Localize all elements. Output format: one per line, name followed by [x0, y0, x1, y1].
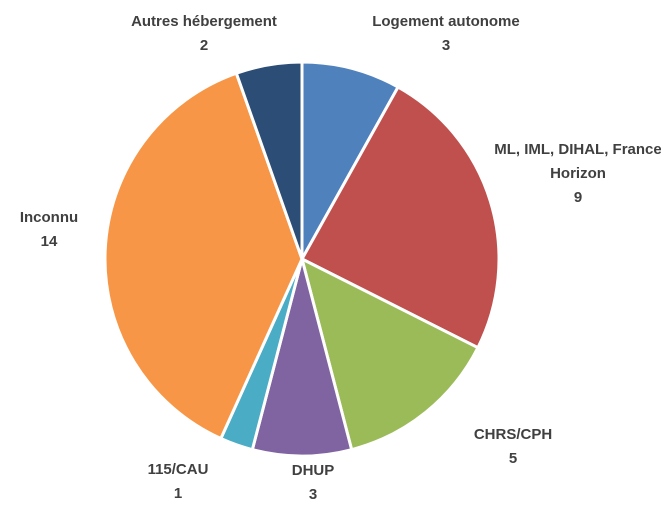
data-label: CHRS/CPH 5 [443, 423, 583, 471]
slice-value: 3 [441, 37, 451, 54]
data-label: Inconnu 14 [0, 206, 99, 254]
data-label: Autres hébergement 2 [94, 10, 314, 58]
data-label: DHUP 3 [263, 459, 363, 507]
slice-name: 115/CAU [147, 461, 209, 478]
slice-value: 9 [573, 189, 583, 206]
slice-name: Autres hébergement [131, 13, 277, 30]
slice-name: CHRS/CPH [473, 426, 553, 443]
pie-slice [103, 71, 304, 441]
data-label: Logement autonome 3 [336, 10, 556, 58]
pie-slice [300, 60, 401, 265]
pie-slice [250, 253, 354, 458]
data-label: ML, IML, DIHAL, France Horizon 9 [493, 138, 661, 210]
slice-name: DHUP [291, 462, 335, 479]
slice-name: ML, IML, DIHAL, France Horizon [494, 141, 661, 182]
pie-slice [234, 60, 304, 260]
data-label: 115/CAU 1 [128, 458, 228, 506]
slice-name: Logement autonome [372, 13, 520, 30]
pie-slice [299, 256, 480, 452]
slice-name: Inconnu [19, 209, 79, 226]
slice-value: 14 [40, 233, 58, 250]
slice-value: 2 [199, 37, 209, 54]
slice-value: 3 [308, 486, 318, 503]
slice-value: 1 [173, 485, 183, 502]
slice-value: 5 [508, 450, 518, 467]
